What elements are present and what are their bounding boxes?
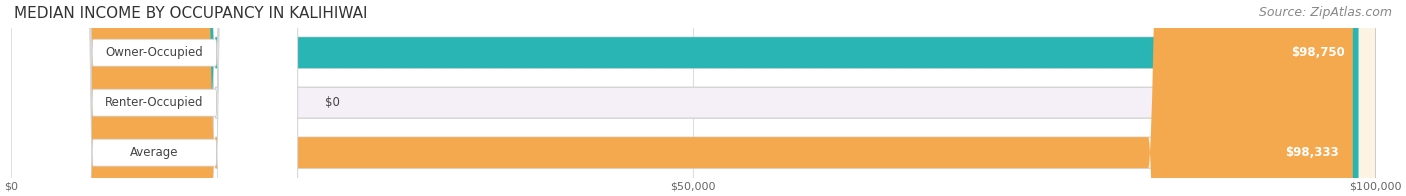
Text: $98,750: $98,750	[1291, 46, 1346, 59]
FancyBboxPatch shape	[11, 0, 1375, 196]
FancyBboxPatch shape	[11, 0, 1375, 196]
FancyBboxPatch shape	[11, 0, 298, 196]
Text: $98,333: $98,333	[1285, 146, 1339, 159]
Text: Source: ZipAtlas.com: Source: ZipAtlas.com	[1258, 6, 1392, 19]
Text: $0: $0	[325, 96, 340, 109]
FancyBboxPatch shape	[11, 0, 1358, 196]
Text: Average: Average	[131, 146, 179, 159]
FancyBboxPatch shape	[11, 0, 1375, 196]
Text: Owner-Occupied: Owner-Occupied	[105, 46, 204, 59]
Text: MEDIAN INCOME BY OCCUPANCY IN KALIHIWAI: MEDIAN INCOME BY OCCUPANCY IN KALIHIWAI	[14, 6, 367, 21]
FancyBboxPatch shape	[11, 0, 298, 196]
FancyBboxPatch shape	[11, 0, 1353, 196]
Text: Renter-Occupied: Renter-Occupied	[105, 96, 204, 109]
FancyBboxPatch shape	[11, 0, 298, 196]
